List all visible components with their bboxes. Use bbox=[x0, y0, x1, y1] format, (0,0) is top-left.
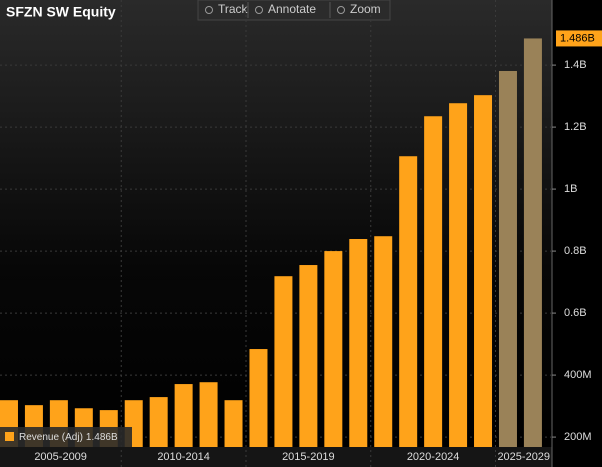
y-tick-label: 1B bbox=[564, 183, 577, 195]
bar bbox=[324, 251, 343, 447]
bar bbox=[299, 265, 318, 447]
y-tick-label: 1.2B bbox=[564, 121, 587, 133]
y-tick-label: 200M bbox=[564, 431, 592, 443]
bar bbox=[474, 95, 493, 447]
bar bbox=[449, 103, 468, 448]
toolbar-button[interactable]: Track bbox=[205, 2, 249, 16]
toolbar-label: Annotate bbox=[268, 2, 316, 16]
toolbar-icon bbox=[255, 6, 263, 14]
toolbar-icon bbox=[337, 6, 345, 14]
last-value-label: 1.486B bbox=[560, 32, 595, 44]
bar bbox=[374, 236, 393, 447]
bar bbox=[523, 38, 542, 447]
bar bbox=[199, 382, 218, 447]
toolbar-button[interactable]: Annotate bbox=[247, 2, 316, 18]
x-group-label: 2005-2009 bbox=[34, 451, 87, 463]
bar bbox=[174, 384, 193, 447]
bar bbox=[498, 70, 517, 448]
bar bbox=[274, 276, 293, 447]
y-tick-label: 1.4B bbox=[564, 59, 587, 71]
x-group-label: 2010-2014 bbox=[157, 451, 210, 463]
toolbar-label: Zoom bbox=[350, 2, 381, 16]
bar bbox=[349, 238, 368, 447]
x-group-label: 2015-2019 bbox=[282, 451, 335, 463]
toolbar: Track Annotate Zoom bbox=[197, 0, 391, 21]
toolbar-button[interactable]: Zoom bbox=[329, 2, 381, 18]
bar bbox=[149, 397, 168, 447]
toolbar-label: Track bbox=[218, 2, 249, 16]
y-tick-label: 0.6B bbox=[564, 307, 587, 319]
legend-label: Revenue (Adj) 1.486B bbox=[19, 432, 118, 443]
x-group-label: 2020-2024 bbox=[407, 451, 460, 463]
legend-swatch bbox=[5, 432, 14, 441]
bar bbox=[224, 400, 243, 447]
x-axis-band bbox=[0, 447, 552, 467]
bar bbox=[399, 156, 418, 447]
toolbar-icon bbox=[205, 6, 213, 14]
legend-background bbox=[0, 427, 132, 447]
y-tick-label: 400M bbox=[564, 369, 592, 381]
legend-name: Revenue (Adj) bbox=[19, 432, 83, 443]
y-tick-label: 0.8B bbox=[564, 245, 587, 257]
x-group-label: 2025-2029 bbox=[497, 451, 550, 463]
bar bbox=[424, 116, 443, 447]
legend-value: 1.486B bbox=[86, 432, 118, 443]
last-value-box bbox=[556, 30, 602, 47]
bar bbox=[249, 349, 268, 447]
chart-title: SFZN SW Equity bbox=[6, 4, 116, 20]
